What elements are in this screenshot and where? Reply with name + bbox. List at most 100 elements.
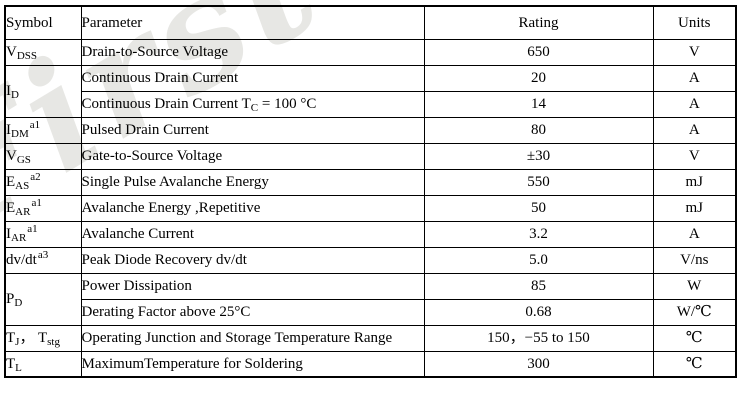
subscript: C [250, 101, 259, 114]
superscript-note: a1 [27, 222, 38, 235]
superscript-note: a1 [29, 118, 41, 131]
parameter-cell: Peak Diode Recovery dv/dt [80, 246, 425, 274]
text-segment: T [6, 329, 16, 346]
column-header-symbol: Symbol [4, 5, 82, 40]
table-row: TJ， Tstg Operating Junction and Storage T… [4, 324, 737, 352]
text-segment: V [6, 147, 17, 164]
column-header-parameter: Parameter [80, 5, 425, 40]
rating-cell: 550 [423, 168, 654, 196]
text-segment: E [6, 173, 16, 190]
parameter-cell: Continuous Drain Current TC = 100 °C [80, 90, 425, 118]
text-segment: Operating Junction and Storage Temperatu… [81, 329, 393, 346]
table-row: Derating Factor above 25°C 0.68 W/℃ [5, 298, 737, 326]
text-segment: T [6, 355, 16, 372]
parameter-cell: Avalanche Current [80, 220, 425, 248]
text-segment: Derating Factor above 25°C [81, 303, 251, 320]
subscript: D [11, 88, 19, 101]
parameter-cell: Operating Junction and Storage Temperatu… [80, 324, 425, 352]
parameter-cell: Pulsed Drain Current [80, 116, 425, 144]
symbol-cell: EARa1 [4, 194, 82, 222]
text-segment: Avalanche Energy ,Repetitive [81, 199, 261, 216]
rating-cell: 0.68 [423, 298, 654, 326]
column-header-units: Units [652, 5, 737, 40]
superscript-note: a2 [30, 170, 41, 183]
superscript-note: a3 [37, 248, 49, 261]
units-cell: V/ns [652, 246, 737, 274]
text-segment: E [6, 199, 16, 216]
parameter-cell: Gate-to-Source Voltage [80, 142, 425, 170]
text-segment: Power Dissipation [81, 277, 192, 294]
rating-cell: 85 [423, 272, 654, 300]
text-segment: Peak Diode Recovery dv/dt [81, 251, 247, 268]
table-row: PD Power Dissipation 85 W [4, 272, 737, 326]
parameter-cell: MaximumTemperature for Soldering [80, 350, 425, 378]
subscript: AR [11, 231, 27, 244]
rating-cell: 80 [423, 116, 654, 144]
subscript: D [14, 296, 23, 309]
text-segment: Gate-to-Source Voltage [81, 147, 223, 164]
subscript: DSS [16, 49, 38, 62]
superscript-note: a1 [31, 196, 42, 209]
table-body: VDSS Drain-to-Source Voltage 650 V ID Continu… [4, 38, 737, 378]
table-row: VDSS Drain-to-Source Voltage 650 V [4, 38, 737, 66]
units-cell: W [652, 272, 737, 300]
table-row: EARa1 Avalanche Energy ,Repetitive 50 mJ [4, 194, 737, 222]
text-segment: dv/dt [6, 251, 37, 268]
symbol-cell: IDMa1 [4, 116, 82, 144]
table-row: IDMa1 Pulsed Drain Current 80 A [4, 116, 737, 144]
symbol-cell: TJ， Tstg [4, 324, 82, 352]
symbol-cell: VDSS [4, 38, 82, 66]
table-row: EASa2 Single Pulse Avalanche Energy 550 mJ [4, 168, 737, 196]
parameter-cell: Single Pulse Avalanche Energy [80, 168, 425, 196]
text-segment: Single Pulse Avalanche Energy [81, 173, 269, 190]
rating-cell: 50 [423, 194, 654, 222]
rating-cell: 5.0 [423, 246, 654, 274]
units-cell: V [652, 38, 737, 66]
units-cell: mJ [652, 168, 737, 196]
units-cell: A [652, 64, 737, 92]
maximum-ratings-table: Symbol Parameter Rating Units VDSS Drain-… [4, 5, 737, 378]
table-row: VGS Gate-to-Source Voltage ±30 V [4, 142, 737, 170]
text-segment: Continuous Drain Current T [81, 95, 251, 112]
symbol-cell: ID [4, 64, 82, 118]
symbol-cell: PD [4, 272, 82, 326]
subscript: DM [11, 127, 29, 140]
text-segment: V [6, 43, 17, 60]
symbol-cell: VGS [4, 142, 82, 170]
symbol-cell: IARa1 [4, 220, 82, 248]
header-row: Symbol Parameter Rating Units [4, 5, 737, 40]
units-cell: W/℃ [652, 298, 737, 326]
column-header-rating: Rating [423, 5, 654, 40]
text-segment: T [37, 329, 48, 346]
symbol-cell: EASa2 [4, 168, 82, 196]
text-segment: Continuous Drain Current [81, 69, 239, 86]
rating-cell: 150，−55 to 150 [423, 324, 654, 352]
text-segment: = 100 °C [258, 95, 317, 112]
symbol-cell: TL [4, 350, 82, 378]
subscript: L [15, 361, 22, 374]
table-row: TL MaximumTemperature for Soldering 300 ℃ [4, 350, 737, 378]
rating-cell: 3.2 [423, 220, 654, 248]
text-segment: MaximumTemperature for Soldering [81, 355, 303, 372]
units-cell: mJ [652, 194, 737, 222]
subscript: AS [15, 179, 30, 192]
rating-cell: 300 [423, 350, 654, 378]
rating-cell: 14 [423, 90, 654, 118]
table-row: dv/dta3 Peak Diode Recovery dv/dt 5.0 V/ns [4, 246, 737, 274]
units-cell: A [652, 116, 737, 144]
units-cell: ℃ [652, 350, 737, 378]
rating-cell: 650 [423, 38, 654, 66]
table-header: Symbol Parameter Rating Units [4, 5, 737, 40]
parameter-cell: Drain-to-Source Voltage [80, 38, 425, 66]
table-row: ID Continuous Drain Current 20 A [4, 64, 737, 118]
rating-cell: 20 [423, 64, 654, 92]
subscript: GS [16, 153, 31, 166]
text-segment: ， [19, 329, 38, 346]
text-segment: Pulsed Drain Current [81, 121, 209, 138]
units-cell: V [652, 142, 737, 170]
text-segment: P [6, 290, 15, 307]
subscript: J [15, 335, 20, 348]
table-row: IARa1 Avalanche Current 3.2 A [4, 220, 737, 248]
units-cell: A [652, 90, 737, 118]
